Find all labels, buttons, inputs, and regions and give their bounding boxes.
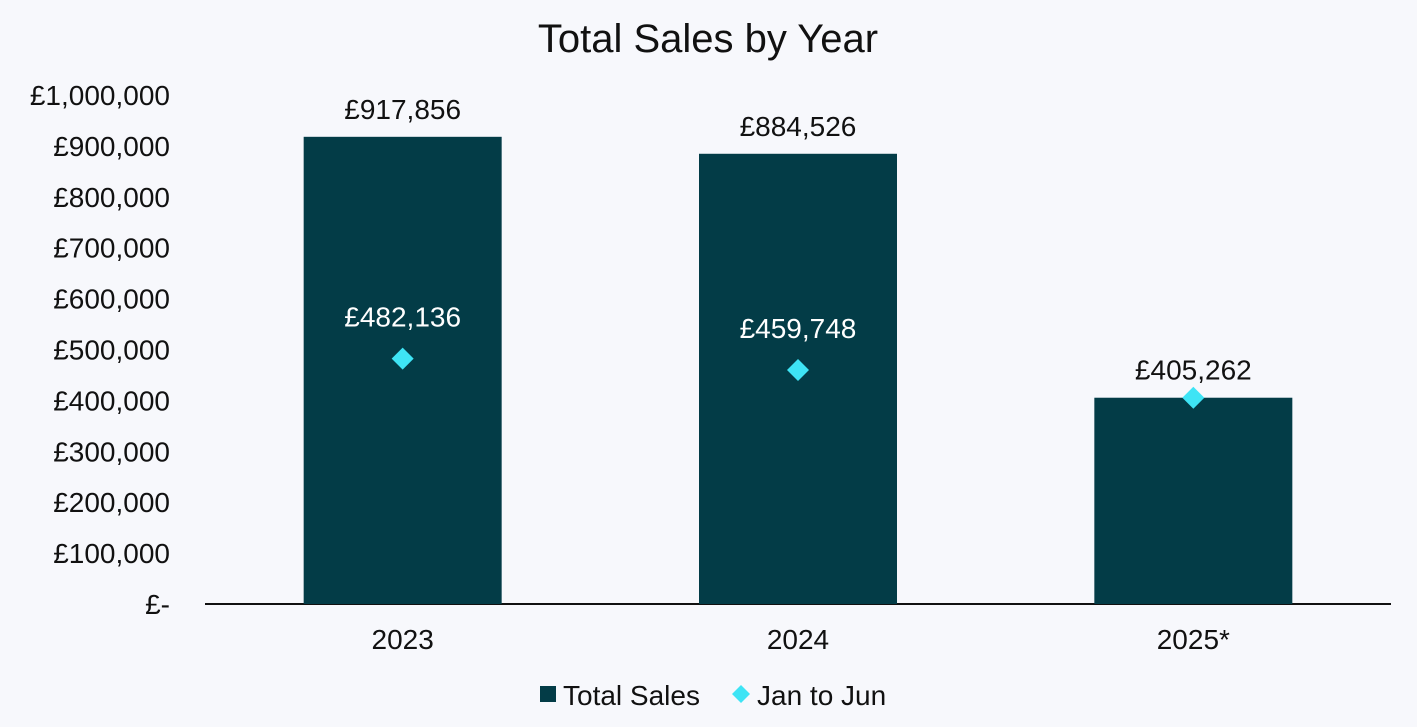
legend-swatch-jan-to-jun: [732, 685, 750, 703]
y-tick-label: £800,000: [53, 182, 170, 213]
marker-data-label: £459,748: [740, 313, 857, 344]
y-axis: £- £100,000 £200,000 £300,000 £400,000 £500,0…: [30, 80, 170, 620]
y-tick-label: £500,000: [53, 335, 170, 366]
diamond-marker: [391, 347, 414, 370]
bar-data-label: £917,856: [344, 94, 461, 125]
marker-data-label: £482,136: [344, 302, 461, 333]
y-tick-label: £1,000,000: [30, 80, 170, 111]
bar: [1094, 397, 1293, 604]
y-tick-label: £300,000: [53, 436, 170, 467]
y-tick-label: £200,000: [53, 487, 170, 518]
y-tick-label: £600,000: [53, 284, 170, 315]
bar-series: £917,856 £884,526 £405,262: [303, 94, 1293, 605]
legend-swatch-total-sales: [540, 686, 556, 702]
diamond-marker: [1182, 386, 1205, 409]
y-tick-label: £100,000: [53, 538, 170, 569]
x-tick-label: 2024: [767, 624, 829, 655]
y-tick-label: £900,000: [53, 131, 170, 162]
y-tick-label: £400,000: [53, 385, 170, 416]
bar-data-label: £405,262: [1135, 355, 1252, 386]
y-tick-label: £700,000: [53, 233, 170, 264]
x-tick-label: 2023: [372, 624, 434, 655]
y-tick-label: £-: [145, 589, 170, 620]
diamond-marker: [787, 358, 809, 381]
chart-title: Total Sales by Year: [538, 17, 878, 61]
marker-series: £482,136 £459,748: [344, 302, 1205, 409]
legend-label-total-sales: Total Sales: [563, 680, 700, 711]
legend: Total Sales Jan to Jun: [540, 680, 886, 711]
legend-label-jan-to-jun: Jan to Jun: [757, 680, 886, 711]
bar: [303, 136, 502, 605]
x-axis: 2023 2024 2025*: [205, 603, 1391, 655]
x-tick-label: 2025*: [1157, 624, 1230, 655]
bar-data-label: £884,526: [740, 111, 857, 142]
